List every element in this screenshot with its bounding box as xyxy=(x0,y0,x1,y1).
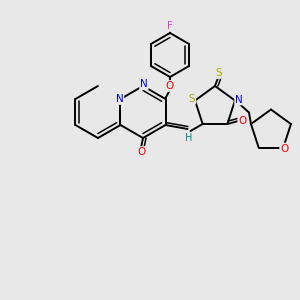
Text: N: N xyxy=(235,94,243,104)
Text: N: N xyxy=(116,94,123,104)
Text: S: S xyxy=(216,68,222,78)
Text: S: S xyxy=(189,94,195,103)
Text: O: O xyxy=(280,143,288,154)
Text: O: O xyxy=(137,147,145,157)
Text: O: O xyxy=(166,81,174,91)
Text: N: N xyxy=(140,79,148,89)
Text: H: H xyxy=(185,133,192,143)
Text: O: O xyxy=(238,116,247,126)
Text: F: F xyxy=(167,21,173,31)
